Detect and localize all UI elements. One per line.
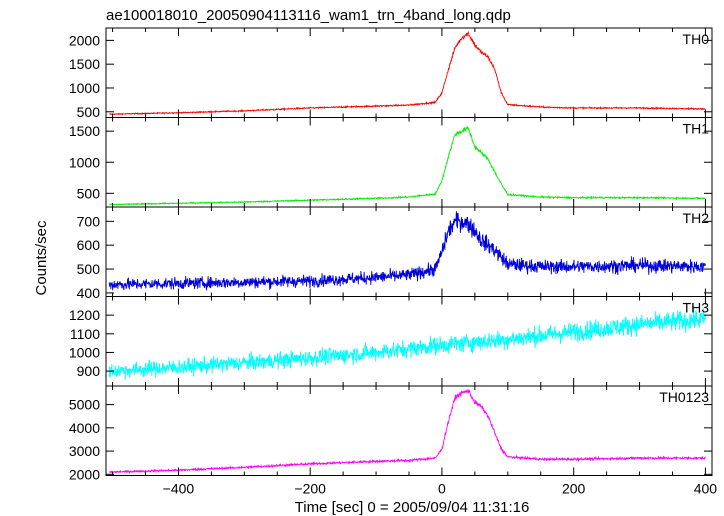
y-tick-label-th0: 1000 [69,80,100,96]
y-tick-label-th0123: 5000 [69,397,100,413]
panel-label-th1: TH1 [683,121,710,137]
y-tick-label-th0: 1500 [69,56,100,72]
chart-title: ae100018010_20050904113116_wam1_trn_4ban… [106,7,511,24]
y-axis-label: Counts/sec [33,220,50,296]
y-tick-label-th2: 500 [77,261,101,277]
series-line-th0 [109,31,706,116]
y-tick-label-th2: 400 [77,285,101,301]
x-tick-label: 400 [694,481,718,497]
y-tick-label-th1: 1000 [69,154,100,170]
y-tick-label-th3: 1200 [69,307,100,323]
y-tick-label-th3: 1100 [70,326,100,342]
panel-label-th3: TH3 [683,300,710,316]
y-tick-label-th0123: 4000 [69,420,100,436]
series-line-th2 [108,211,706,291]
x-axis-label: Time [sec] 0 = 2005/09/04 11:31:16 [295,499,530,516]
series-line-th0123 [109,389,706,475]
x-tick-label: −400 [163,481,195,497]
y-tick-label-th1: 500 [77,185,101,201]
panel-label-th0: TH0 [683,31,710,47]
panel-frame-th0 [105,27,713,118]
x-tick-label: −200 [294,481,326,497]
panel-frame-th3 [105,296,713,387]
series-line-th1 [109,126,706,206]
y-tick-label-th3: 1000 [69,344,100,360]
y-tick-label-th2: 600 [77,237,101,253]
y-tick-label-th1: 1500 [69,123,100,139]
panel-frame-th1 [105,117,713,208]
series-line-th3 [108,305,706,380]
panel-label-th2: TH2 [683,210,710,226]
y-tick-label-th0: 500 [77,104,101,120]
y-tick-label-th2: 700 [77,213,101,229]
y-tick-label-th0123: 3000 [69,443,100,459]
y-tick-label-th3: 900 [77,363,101,379]
panel-label-th0123: TH0123 [659,389,709,405]
x-tick-label: 200 [562,481,586,497]
y-tick-label-th0123: 2000 [69,466,100,482]
y-tick-label-th0: 2000 [69,32,100,48]
x-tick-label: 0 [438,481,446,497]
